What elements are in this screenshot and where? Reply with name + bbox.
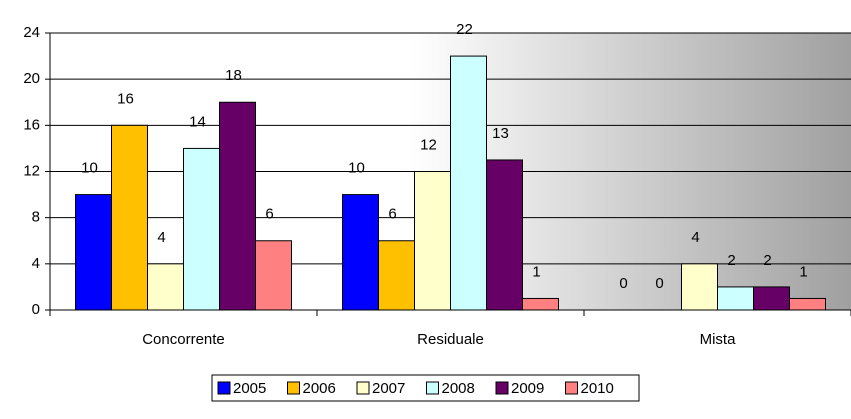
legend-swatch (356, 381, 370, 395)
data-label: 12 (420, 136, 437, 153)
legend-swatch (565, 381, 578, 395)
bar (717, 286, 754, 311)
data-label: 1 (532, 263, 540, 280)
data-label: 4 (691, 229, 699, 246)
data-label: 22 (456, 21, 473, 38)
y-tick-label: 0 (32, 301, 40, 318)
data-label: 1 (799, 263, 807, 280)
bar (111, 124, 148, 311)
bar (414, 171, 451, 311)
data-label: 10 (348, 160, 365, 177)
legend-swatch (287, 381, 300, 395)
bar (378, 240, 415, 311)
legend-swatch (217, 381, 231, 395)
bar (486, 159, 523, 311)
data-label: 2 (727, 252, 735, 269)
legend-label: 2006 (303, 380, 336, 397)
bar (219, 101, 256, 311)
data-label: 16 (117, 90, 134, 107)
bar (522, 297, 559, 311)
data-label: 10 (81, 160, 98, 177)
data-label: 6 (265, 206, 273, 223)
data-label: 6 (388, 206, 396, 223)
legend-label: 2008 (442, 380, 475, 397)
x-tick-label: Concorrente (142, 331, 225, 348)
legend-label: 2009 (511, 380, 544, 397)
y-tick-label: 24 (23, 24, 40, 41)
bar (681, 263, 718, 311)
data-label: 18 (225, 67, 242, 84)
data-label: 13 (492, 125, 509, 142)
data-label: 0 (619, 275, 627, 292)
data-label: 14 (189, 113, 206, 130)
y-tick-label: 20 (23, 70, 40, 87)
legend-label: 2005 (233, 380, 266, 397)
y-tick-label: 4 (32, 255, 40, 272)
bar (255, 240, 292, 311)
bar (147, 263, 184, 311)
bar (450, 55, 487, 311)
legend-swatch (426, 381, 439, 395)
x-tick-label: Residuale (417, 331, 484, 348)
bar (75, 194, 112, 311)
bar (753, 286, 790, 311)
y-tick-label: 16 (23, 116, 40, 133)
bar (342, 194, 379, 311)
data-label: 0 (655, 275, 663, 292)
y-tick-label: 8 (32, 209, 40, 226)
x-tick-label: Mista (700, 331, 736, 348)
legend-label: 2010 (581, 380, 614, 397)
legend-label: 2007 (372, 380, 405, 397)
bar (183, 147, 220, 311)
y-tick-label: 12 (23, 162, 40, 179)
data-label: 2 (763, 252, 771, 269)
legend-swatch (495, 381, 509, 395)
data-label: 4 (157, 229, 165, 246)
bar (789, 297, 826, 311)
